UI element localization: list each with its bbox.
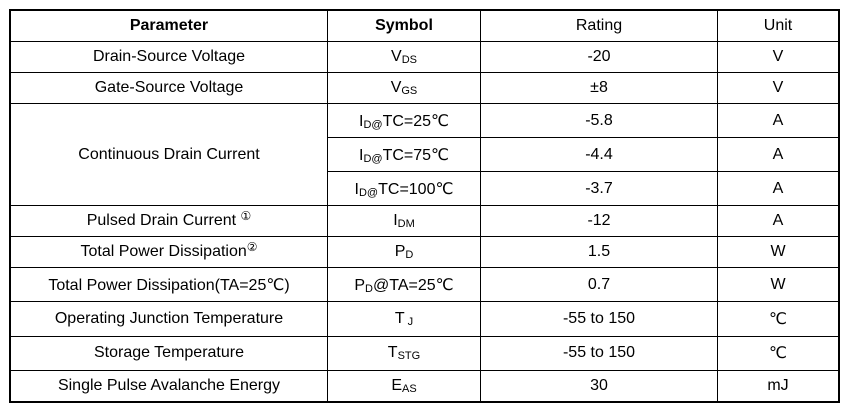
symbol-subscript: D [365, 282, 373, 295]
parameter-cell-merged: Continuous Drain Current [9, 102, 328, 207]
symbol-subscript: D@ [358, 186, 379, 199]
symbol-main: T [387, 344, 398, 362]
parameter-cell: Drain-Source Voltage [9, 41, 328, 74]
rating-cell: 30 [480, 369, 718, 403]
table-row: Storage Temperature TSTG -55 to 150 ℃ [9, 335, 840, 371]
parameter-text: Total Power Dissipation(TA=25℃) [48, 276, 290, 294]
unit-cell: mJ [717, 369, 840, 403]
symbol-main: I [354, 180, 359, 198]
symbol-suffix: TC=100℃ [378, 180, 454, 198]
parameter-text: Total Power Dissipation [80, 243, 247, 261]
parameter-text: Continuous Drain Current [78, 145, 260, 163]
parameter-text: Storage Temperature [93, 344, 244, 362]
rating-cell: -12 [480, 205, 718, 238]
rating-cell: 1.5 [480, 236, 718, 269]
symbol-subscript: D [405, 249, 414, 262]
unit-cell: ℃ [717, 301, 840, 337]
symbol-main: I [358, 112, 364, 130]
symbol-subscript: D@ [363, 152, 383, 165]
parameter-cell: Gate-Source Voltage [9, 72, 328, 104]
footnote-marker: ② [246, 240, 258, 255]
symbol-main: P [354, 276, 366, 294]
rating-cell: -55 to 150 [480, 335, 718, 371]
unit-cell: A [717, 137, 840, 173]
parameter-text: Operating Junction Temperature [54, 309, 284, 327]
symbol-subscript: AS [401, 382, 417, 395]
symbol-cell: T J [327, 301, 481, 337]
symbol-main: E [391, 376, 402, 394]
rating-cell: -5.8 [480, 102, 718, 139]
table-row: Continuous Drain Current ID@TC=25℃ -5.8 … [9, 102, 840, 207]
symbol-cell: EAS [327, 369, 481, 403]
table-row: Total Power Dissipation(TA=25℃) PD@TA=25… [9, 267, 840, 303]
parameter-cell: Pulsed Drain Current ① [9, 205, 328, 238]
header-unit: Unit [717, 9, 840, 43]
symbol-subscript: J [404, 315, 414, 328]
rating-cell: -20 [480, 41, 718, 74]
symbol-subscript: DS [401, 54, 417, 67]
table-row: Operating Junction Temperature T J -55 t… [9, 301, 840, 337]
unit-cell: V [717, 72, 840, 104]
symbol-cell: ID@TC=100℃ [327, 171, 481, 207]
unit-cell: V [717, 41, 840, 74]
parameter-cell: Total Power Dissipation(TA=25℃) [9, 267, 328, 303]
symbol-subscript: GS [401, 85, 418, 98]
symbol-suffix: TC=25℃ [382, 112, 449, 130]
unit-cell: ℃ [717, 335, 840, 371]
parameter-cell: Operating Junction Temperature [9, 301, 328, 337]
symbol-suffix: @TA=25℃ [373, 276, 454, 294]
symbol-subscript: D@ [363, 118, 383, 131]
parameter-text: Gate-Source Voltage [94, 79, 244, 97]
symbol-main: V [390, 79, 402, 97]
symbol-main: T [394, 309, 405, 327]
symbol-main: I [358, 146, 364, 164]
parameter-cell: Storage Temperature [9, 335, 328, 371]
parameter-text: Pulsed Drain Current [86, 212, 241, 230]
symbol-cell: IDM [327, 205, 481, 238]
header-parameter: Parameter [9, 9, 328, 43]
parameter-cell: Total Power Dissipation② [9, 236, 328, 269]
symbol-cell: PD@TA=25℃ [327, 267, 481, 303]
rating-cell: -3.7 [480, 171, 718, 207]
symbol-cell: VDS [327, 41, 481, 74]
table-row: Total Power Dissipation② PD 1.5 W [9, 236, 840, 269]
unit-cell: A [717, 205, 840, 238]
rating-cell: -4.4 [480, 137, 718, 173]
table-row: Gate-Source Voltage VGS ±8 V [9, 72, 840, 104]
rating-cell: ±8 [480, 72, 718, 104]
maximum-ratings-table: Parameter Symbol Rating Unit Drain-Sourc… [9, 9, 840, 403]
symbol-subscript: DM [397, 218, 415, 231]
parameter-text: Drain-Source Voltage [92, 48, 246, 66]
footnote-marker: ① [240, 209, 252, 224]
symbol-cell: ID@TC=25℃ [327, 102, 481, 139]
unit-cell: W [717, 267, 840, 303]
unit-cell: W [717, 236, 840, 269]
header-rating: Rating [480, 9, 718, 43]
symbol-main: I [393, 212, 398, 230]
symbol-cell: ID@TC=75℃ [327, 137, 481, 173]
header-row: Parameter Symbol Rating Unit [9, 9, 840, 43]
table-row: Single Pulse Avalanche Energy EAS 30 mJ [9, 369, 840, 403]
parameter-text: Single Pulse Avalanche Energy [57, 376, 281, 394]
symbol-main: P [394, 243, 406, 261]
symbol-cell: VGS [327, 72, 481, 104]
unit-cell: A [717, 171, 840, 207]
unit-cell: A [717, 102, 840, 139]
table-row: ID@TC=75℃ -4.4 A [10, 137, 840, 173]
symbol-suffix: TC=75℃ [382, 146, 449, 164]
symbol-cell: TSTG [327, 335, 481, 371]
header-symbol: Symbol [327, 9, 481, 43]
symbol-cell: PD [327, 236, 481, 269]
symbol-subscript: STG [397, 350, 421, 363]
rating-cell: 0.7 [480, 267, 718, 303]
symbol-main: V [391, 48, 402, 66]
table-row: Drain-Source Voltage VDS -20 V [9, 41, 840, 74]
rating-cell: -55 to 150 [480, 301, 718, 337]
table-row: Pulsed Drain Current ① IDM -12 A [9, 205, 840, 238]
parameter-cell: Single Pulse Avalanche Energy [9, 369, 328, 403]
table-row: ID@TC=100℃ -3.7 A [10, 171, 840, 207]
